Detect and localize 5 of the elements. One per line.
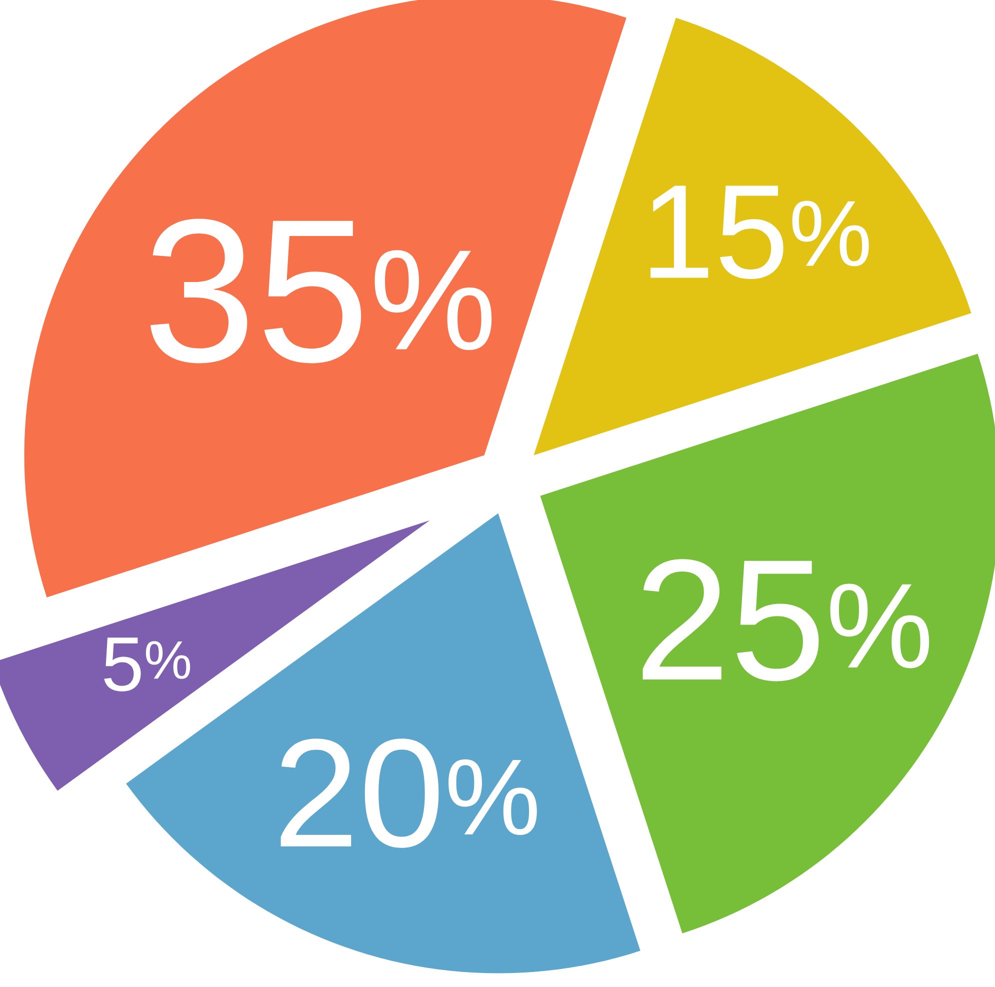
data-label: 15$^{%}$	[650, 186, 869, 280]
data-label: 25$^{%}$	[642, 559, 930, 682]
data-label: 20$^{%}$	[280, 738, 537, 848]
data-label: 35$^{%}$	[150, 218, 492, 364]
data-label: 5$^{%}$	[104, 638, 190, 692]
